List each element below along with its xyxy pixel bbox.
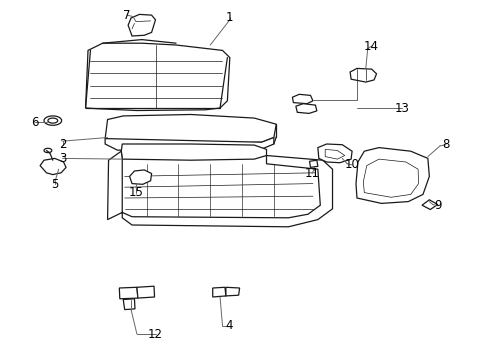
Polygon shape	[212, 287, 225, 297]
Polygon shape	[105, 114, 276, 144]
Polygon shape	[107, 151, 332, 227]
Polygon shape	[355, 148, 428, 203]
Polygon shape	[85, 43, 229, 111]
Text: 8: 8	[441, 138, 449, 151]
Polygon shape	[295, 104, 316, 113]
Text: 14: 14	[364, 40, 378, 53]
Polygon shape	[123, 299, 135, 310]
Polygon shape	[121, 144, 266, 160]
Text: 12: 12	[148, 328, 163, 341]
Text: 3: 3	[59, 152, 66, 165]
Polygon shape	[421, 200, 437, 210]
Text: 2: 2	[59, 138, 66, 151]
Polygon shape	[292, 94, 312, 104]
Polygon shape	[349, 68, 376, 82]
Polygon shape	[309, 160, 317, 167]
Text: 5: 5	[51, 178, 59, 191]
Text: 7: 7	[123, 9, 131, 22]
Polygon shape	[225, 287, 239, 296]
Text: 15: 15	[128, 186, 143, 199]
Text: 13: 13	[394, 102, 408, 114]
Polygon shape	[325, 149, 344, 159]
Polygon shape	[317, 144, 351, 163]
Text: 11: 11	[304, 167, 319, 180]
Polygon shape	[105, 138, 273, 150]
Polygon shape	[137, 286, 154, 298]
Text: 10: 10	[344, 158, 359, 171]
Text: 6: 6	[31, 116, 39, 129]
Polygon shape	[129, 170, 151, 184]
Polygon shape	[128, 14, 155, 36]
Polygon shape	[363, 159, 418, 197]
Text: 9: 9	[433, 199, 441, 212]
Text: 4: 4	[224, 319, 232, 332]
Text: 1: 1	[225, 11, 233, 24]
Polygon shape	[119, 287, 138, 299]
Polygon shape	[40, 158, 66, 175]
